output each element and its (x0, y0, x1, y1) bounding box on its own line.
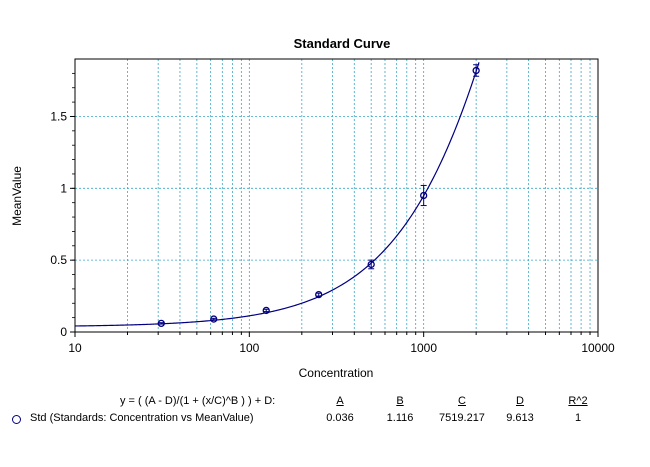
plot-area-frame (74, 58, 599, 333)
x-axis-label: Concentration (299, 366, 374, 380)
data-point (420, 191, 428, 200)
fit-curve (74, 62, 480, 327)
data-point (210, 315, 218, 323)
data-point (472, 66, 480, 75)
fit-value-r2: 1 (574, 412, 582, 424)
data-points (157, 64, 480, 328)
data-point (315, 290, 323, 299)
legend-marker-icon (12, 415, 21, 424)
data-point (262, 306, 270, 315)
x-tick-label: 1000 (410, 341, 437, 355)
data-point (157, 319, 165, 328)
fit-header-b: B (396, 395, 404, 407)
legend-series-name: Std (Standards: Concentration vs MeanVal… (30, 412, 254, 424)
x-tick-label: 10000 (581, 341, 615, 355)
y-tick-label: 1 (60, 181, 67, 195)
y-axis-label: MeanValue (10, 166, 24, 226)
y-axis-ticks: 0 0.5 1 1.5 (50, 72, 75, 339)
data-point (367, 260, 375, 269)
y-tick-label: 1.5 (50, 109, 67, 123)
fit-header-r2: R^2 (568, 395, 588, 407)
y-tick-label: 0.5 (50, 253, 67, 267)
y-tick-label: 0 (60, 325, 67, 339)
fit-value-c: 7519.217 (439, 412, 485, 424)
grid-lines (74, 59, 599, 333)
x-tick-label: 10 (68, 341, 82, 355)
fit-value-a: 0.036 (326, 412, 354, 424)
fit-value-d: 9.613 (506, 412, 534, 424)
fit-value-b: 1.116 (386, 412, 414, 424)
fit-header-d: D (516, 395, 524, 407)
fit-values-row: Std (Standards: Concentration vs MeanVal… (0, 412, 650, 428)
fit-header-row: y = ( (A - D)/(1 + (x/C)^B ) ) + D: A B … (0, 395, 650, 411)
fit-equation: y = ( (A - D)/(1 + (x/C)^B ) ) + D: (120, 395, 276, 407)
fit-header-a: A (336, 395, 344, 407)
x-axis-ticks: 10 100 1000 10000 (68, 332, 615, 355)
chart-title: Standard Curve (294, 36, 391, 51)
fit-header-c: C (458, 395, 466, 407)
x-tick-label: 100 (239, 341, 259, 355)
